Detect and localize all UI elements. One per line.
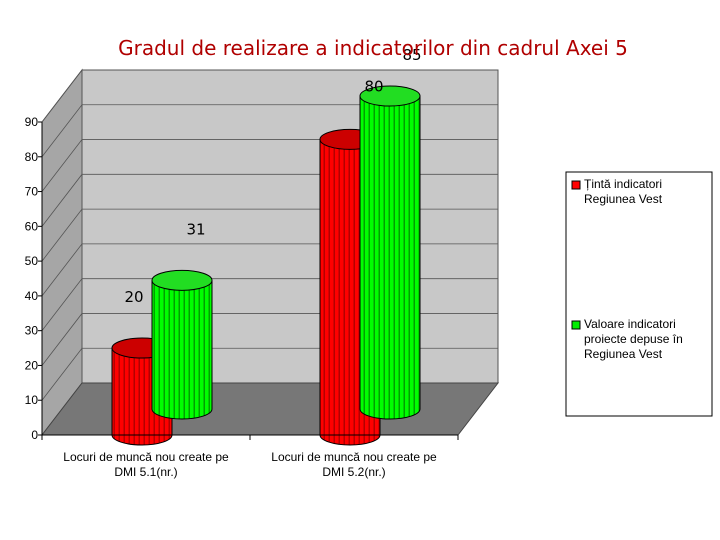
y-tick-label: 50 bbox=[25, 254, 39, 268]
legend-entry: Țintă indicatori Regiunea Vest bbox=[584, 177, 663, 206]
x-category-label: Locuri de muncă nou create pe DMI 5.1(nr.… bbox=[63, 450, 229, 479]
legend-entry: Valoare indicatori proiecte depuse în Regi… bbox=[584, 317, 683, 361]
data-label: 85 bbox=[402, 46, 421, 64]
y-tick-label: 30 bbox=[25, 324, 39, 338]
y-tick-label: 70 bbox=[25, 185, 39, 199]
y-tick-label: 90 bbox=[25, 115, 39, 129]
legend-swatch bbox=[571, 180, 581, 190]
plot-walls bbox=[40, 68, 500, 437]
x-axis: Locuri de muncă nou create pe DMI 5.1(nr.… bbox=[41, 434, 459, 479]
bar-cylinder-top bbox=[359, 85, 421, 107]
y-tick-label: 0 bbox=[31, 428, 38, 442]
y-tick-label: 10 bbox=[25, 393, 39, 407]
bar-cylinder-top bbox=[151, 269, 213, 291]
bars bbox=[111, 85, 421, 446]
floor bbox=[40, 382, 500, 436]
gridline bbox=[41, 104, 498, 158]
data-labels: 20 31 80 85 bbox=[124, 46, 421, 306]
legend: Țintă indicatori Regiunea Vest Valoare ind… bbox=[565, 171, 713, 417]
y-tick-label: 80 bbox=[25, 150, 39, 164]
bar-cylinder bbox=[359, 95, 421, 420]
data-label: 20 bbox=[124, 288, 143, 306]
chart-title: Gradul de realizare a indicatorilor din … bbox=[118, 36, 628, 60]
bar-cylinder bbox=[151, 279, 213, 420]
gridlines bbox=[41, 69, 498, 401]
y-tick-label: 20 bbox=[25, 358, 39, 372]
y-axis: 0 10 20 30 40 50 60 70 80 90 bbox=[25, 115, 43, 442]
back-wall bbox=[81, 69, 499, 384]
legend-box bbox=[565, 171, 713, 417]
side-wall bbox=[41, 68, 83, 437]
y-tick-label: 40 bbox=[25, 289, 39, 303]
legend-swatch bbox=[571, 320, 581, 330]
gridline bbox=[41, 69, 498, 123]
data-label: 31 bbox=[186, 220, 205, 238]
y-tick-label: 60 bbox=[25, 219, 39, 233]
x-category-label: Locuri de muncă nou create pe DMI 5.2(nr.… bbox=[271, 450, 437, 479]
data-label: 80 bbox=[364, 77, 383, 95]
